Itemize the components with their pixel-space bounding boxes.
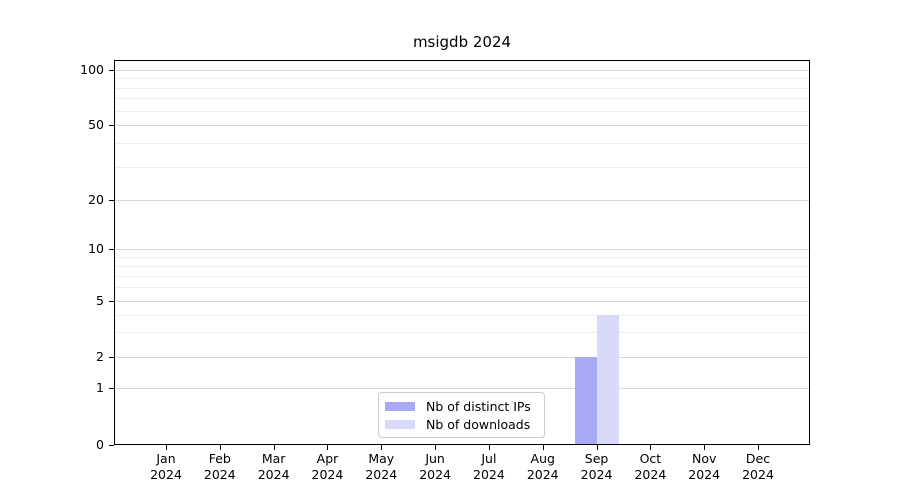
y-gridline-major xyxy=(115,388,809,389)
x-tick-mark xyxy=(596,445,598,450)
x-tick-mark xyxy=(381,445,383,450)
bar-downloads-sep-2024 xyxy=(596,314,619,444)
y-gridline-minor xyxy=(115,332,809,334)
x-tick-label-month: May xyxy=(368,451,395,466)
x-tick-label-year: 2024 xyxy=(742,466,774,482)
y-gridline-minor xyxy=(115,98,809,100)
x-tick-label-year: 2024 xyxy=(311,466,344,482)
x-tick-label-year: 2024 xyxy=(150,466,182,482)
y-tick-mark xyxy=(109,70,114,71)
x-tick-label-month: Aug xyxy=(530,451,555,466)
y-tick-label: 10 xyxy=(88,241,104,256)
x-tick-mark xyxy=(327,445,329,450)
y-tick-mark xyxy=(109,444,114,446)
x-tick-label-month: Jan xyxy=(156,451,176,466)
x-tick-label-month: Feb xyxy=(208,451,231,466)
y-tick-label: 20 xyxy=(88,192,104,207)
x-tick-mark xyxy=(488,445,490,450)
y-tick-label: 50 xyxy=(88,117,104,132)
y-gridline-major xyxy=(115,200,809,201)
x-tick-label-year: 2024 xyxy=(688,466,721,482)
x-tick-mark xyxy=(219,445,221,450)
y-tick-mark xyxy=(109,200,114,201)
x-tick-label-year: 2024 xyxy=(419,466,451,482)
y-gridline-minor xyxy=(115,256,809,258)
x-tick-label-month: Sep xyxy=(584,451,609,466)
x-tick-label-year: 2024 xyxy=(365,466,398,482)
x-tick-label: Mar 2024 xyxy=(242,451,306,482)
y-gridline-minor xyxy=(115,314,809,316)
x-tick-label-year: 2024 xyxy=(526,466,559,482)
x-tick-label-year: 2024 xyxy=(473,466,505,482)
x-tick-label-month: Jul xyxy=(481,451,497,466)
x-tick-label: Oct 2024 xyxy=(618,451,682,482)
x-tick-label: Nov 2024 xyxy=(672,451,736,482)
x-tick-mark xyxy=(542,445,544,450)
x-tick-mark xyxy=(166,445,167,450)
plot-area xyxy=(114,60,810,445)
y-tick-mark xyxy=(109,125,114,126)
x-tick-label-year: 2024 xyxy=(257,466,290,482)
y-gridline-major xyxy=(115,357,809,358)
x-tick-label: Apr 2024 xyxy=(295,451,359,482)
x-tick-mark xyxy=(758,445,760,450)
x-tick-mark xyxy=(704,445,706,450)
bar-distinct-ips-sep-2024 xyxy=(574,357,597,444)
y-tick-mark xyxy=(109,249,114,250)
y-tick-label: 100 xyxy=(80,62,104,77)
x-tick-label: Jan 2024 xyxy=(134,451,198,482)
y-tick-label: 5 xyxy=(96,293,104,308)
x-tick-label: May 2024 xyxy=(349,451,413,482)
x-tick-label: Dec 2024 xyxy=(726,451,790,482)
y-tick-mark xyxy=(109,357,114,358)
x-tick-label-month: Dec xyxy=(745,451,771,466)
x-tick-label-year: 2024 xyxy=(203,466,236,482)
y-tick-mark xyxy=(109,301,114,302)
y-gridline-major xyxy=(115,249,809,250)
y-gridline-minor xyxy=(115,166,809,168)
y-gridline-minor xyxy=(115,275,809,277)
y-gridline-major xyxy=(115,125,809,126)
x-tick-label: Jul 2024 xyxy=(457,451,521,482)
x-tick-label-month: Apr xyxy=(316,451,339,466)
y-gridline-minor xyxy=(115,78,809,80)
y-gridline-minor xyxy=(115,87,809,89)
y-gridline-minor xyxy=(115,110,809,112)
x-tick-mark xyxy=(435,445,437,450)
x-tick-label: Jun 2024 xyxy=(403,451,467,482)
legend: Nb of distinct IPs Nb of downloads xyxy=(378,392,545,438)
y-tick-label: 2 xyxy=(96,349,104,364)
legend-item-downloads: Nb of downloads xyxy=(385,415,538,433)
x-tick-label: Feb 2024 xyxy=(188,451,252,482)
y-tick-label: 0 xyxy=(96,436,104,452)
x-tick-mark xyxy=(650,445,652,450)
y-gridline-minor xyxy=(115,143,809,145)
x-tick-label: Sep 2024 xyxy=(565,451,629,482)
y-tick-label: 1 xyxy=(96,380,104,395)
x-tick-label-month: Mar xyxy=(261,451,286,466)
x-tick-label-year: 2024 xyxy=(580,466,613,482)
x-tick-label-month: Jun xyxy=(425,451,445,466)
x-tick-mark xyxy=(273,445,275,450)
legend-swatch-distinct-ips xyxy=(385,401,415,411)
y-tick-mark xyxy=(109,388,114,389)
legend-item-distinct-ips: Nb of distinct IPs xyxy=(385,397,538,415)
legend-label-distinct-ips: Nb of distinct IPs xyxy=(426,398,531,414)
y-gridline-minor xyxy=(115,287,809,289)
y-gridline-major xyxy=(115,70,809,71)
legend-swatch-downloads xyxy=(385,419,415,429)
x-tick-label-year: 2024 xyxy=(634,466,667,482)
x-tick-label-month: Oct xyxy=(639,451,662,466)
legend-label-downloads: Nb of downloads xyxy=(426,416,531,432)
x-tick-label-month: Nov xyxy=(691,451,717,466)
y-gridline-minor xyxy=(115,265,809,267)
x-tick-label: Aug 2024 xyxy=(511,451,575,482)
chart-title: msigdb 2024 xyxy=(412,33,512,51)
y-gridline-major xyxy=(115,301,809,302)
